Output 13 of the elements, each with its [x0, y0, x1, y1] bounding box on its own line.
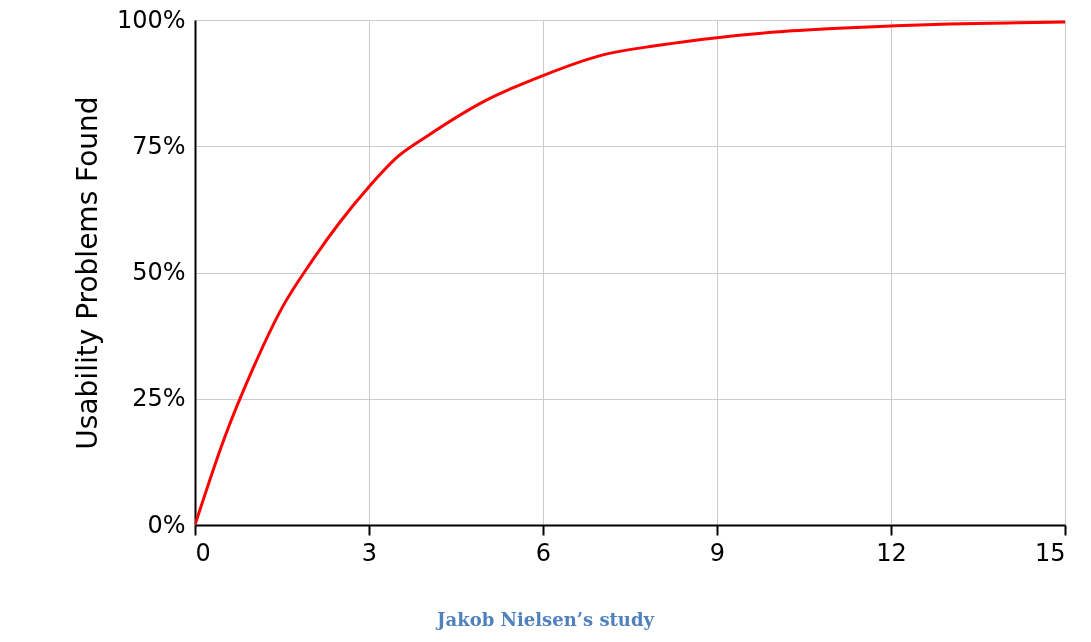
- x-tick-label: 9: [709, 538, 726, 567]
- y-tick-label: 75%: [132, 131, 186, 160]
- x-tick-label: 15: [1034, 538, 1066, 567]
- x-tick-label: 3: [361, 538, 378, 567]
- x-tick-label: 6: [535, 538, 552, 567]
- text: Jakob Nielsen’s study: [434, 609, 656, 630]
- y-tick-label: 100%: [116, 5, 186, 34]
- y-tick-label: 0%: [147, 510, 186, 539]
- x-tick-label: 0: [195, 538, 211, 567]
- y-tick-label: 50%: [132, 258, 186, 286]
- x-tick-label: 12: [876, 538, 907, 567]
- y-axis-title: Usability Problems Found: [70, 96, 104, 450]
- y-tick-label: 25%: [132, 384, 186, 413]
